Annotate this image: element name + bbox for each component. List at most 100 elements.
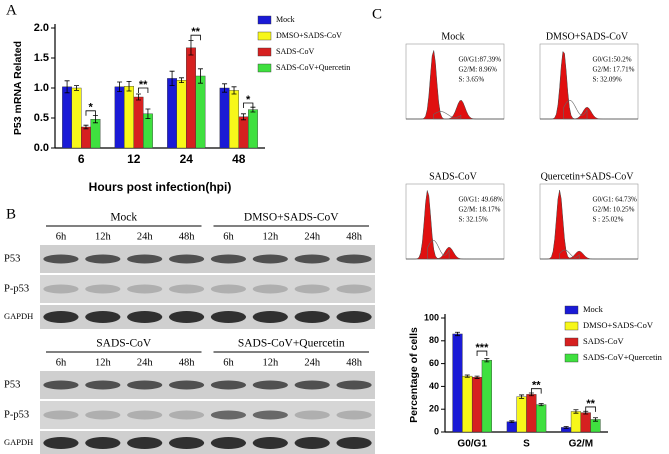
legend-label: SADS-CoV+Quercetin xyxy=(583,352,663,362)
group-label: SADS-CoV+Quercetin xyxy=(238,338,345,350)
y-tick-label: 20 xyxy=(429,404,439,414)
blot-band xyxy=(294,254,330,264)
error-bar xyxy=(197,68,203,84)
error-bar xyxy=(222,83,228,93)
error-bar xyxy=(573,409,579,414)
blot-band xyxy=(127,254,163,264)
bar xyxy=(452,333,463,433)
error-bar xyxy=(454,331,460,337)
blot-band xyxy=(336,284,372,294)
blot-band xyxy=(210,380,247,390)
flow-stat: S: 32.15% xyxy=(459,216,488,224)
error-bar xyxy=(83,124,89,130)
bar xyxy=(238,116,249,149)
x-tick-label: 12 xyxy=(127,152,141,166)
lane-label: 12h xyxy=(95,231,112,242)
legend-swatch xyxy=(564,353,579,363)
significance-bracket xyxy=(530,388,542,394)
blot-band xyxy=(252,254,288,264)
significance-bracket xyxy=(243,102,254,108)
lane-label: 6h xyxy=(56,357,67,368)
bar xyxy=(81,126,91,149)
blot-band xyxy=(85,380,121,390)
bar xyxy=(219,87,230,149)
bar xyxy=(124,85,134,149)
flow-stat: G0/G1: 64.73% xyxy=(593,196,638,204)
legend-label: Mock xyxy=(583,304,604,314)
bar xyxy=(471,377,483,433)
bar xyxy=(536,404,547,433)
error-bar xyxy=(231,86,237,95)
error-bar xyxy=(538,403,544,407)
error-bar xyxy=(188,40,194,56)
significance-label: ** xyxy=(191,26,200,38)
blot-band xyxy=(168,254,205,264)
y-tick-label: 1.0 xyxy=(34,82,49,94)
x-tick-label: G0/G1 xyxy=(457,439,487,450)
blot-band xyxy=(168,284,205,294)
x-tick-label: G2/M xyxy=(569,439,593,450)
flow-title: Mock xyxy=(441,31,464,42)
blot-band xyxy=(210,410,247,420)
flow-stat: G2/M: 18.17% xyxy=(459,206,501,214)
y-tick-label: 0.5 xyxy=(34,112,49,124)
blot-band xyxy=(336,311,372,323)
legend-swatch xyxy=(257,47,272,57)
legend-swatch xyxy=(257,63,272,73)
row-label: P-p53 xyxy=(4,283,29,294)
panel-label: B xyxy=(6,206,16,222)
legend-label: DMSO+SADS-CoV xyxy=(583,320,654,330)
flow-stat: S : 25.02% xyxy=(593,216,624,224)
x-tick-label: S xyxy=(523,439,530,450)
flow-stat: G0/G1:50.2% xyxy=(593,56,632,64)
legend-swatch xyxy=(564,305,579,315)
legend-label: SADS-CoV xyxy=(276,47,314,56)
bar xyxy=(90,118,101,149)
error-bar xyxy=(135,93,141,101)
row-label: P-p53 xyxy=(4,409,29,420)
error-bar xyxy=(484,358,490,363)
blot-band xyxy=(127,284,163,294)
blot-band xyxy=(43,254,79,264)
group-label: Mock xyxy=(110,212,137,224)
bar xyxy=(133,96,144,149)
bar xyxy=(481,359,492,433)
y-tick-label: 0 xyxy=(434,426,439,436)
bar xyxy=(186,47,196,149)
significance-label: ** xyxy=(139,79,148,91)
y-tick-label: 80 xyxy=(429,335,439,345)
blot-strip xyxy=(40,431,375,454)
error-bar xyxy=(563,426,569,429)
blot-band xyxy=(294,437,330,449)
flow-stat: S: 32.09% xyxy=(593,76,622,84)
error-bar xyxy=(464,374,470,378)
panel-label: C xyxy=(372,6,382,22)
error-bar xyxy=(240,113,246,121)
significance-bracket xyxy=(585,406,596,412)
error-bar xyxy=(593,417,599,422)
s-phase xyxy=(427,239,450,260)
legend-swatch xyxy=(564,337,579,347)
significance-label: ** xyxy=(532,380,541,392)
bar xyxy=(247,109,258,149)
blot-band xyxy=(168,410,205,420)
bar xyxy=(167,78,178,149)
bar xyxy=(176,79,187,149)
error-bar xyxy=(64,80,70,94)
lane-label: 24h xyxy=(304,231,321,242)
x-tick-label: 24 xyxy=(180,152,194,166)
group-label: DMSO+SADS-CoV xyxy=(244,212,339,224)
lane-label: 48h xyxy=(346,231,363,242)
g1-peak xyxy=(540,50,638,120)
bar xyxy=(506,421,517,433)
flow-stat: G0/G1:87.39% xyxy=(459,56,502,64)
lane-label: 48h xyxy=(346,357,363,368)
lane-label: 48h xyxy=(179,231,196,242)
lane-label: 24h xyxy=(304,357,321,368)
significance-label: * xyxy=(246,94,251,106)
blot-band xyxy=(294,380,330,390)
blot-band xyxy=(336,437,372,449)
bar xyxy=(62,86,72,149)
